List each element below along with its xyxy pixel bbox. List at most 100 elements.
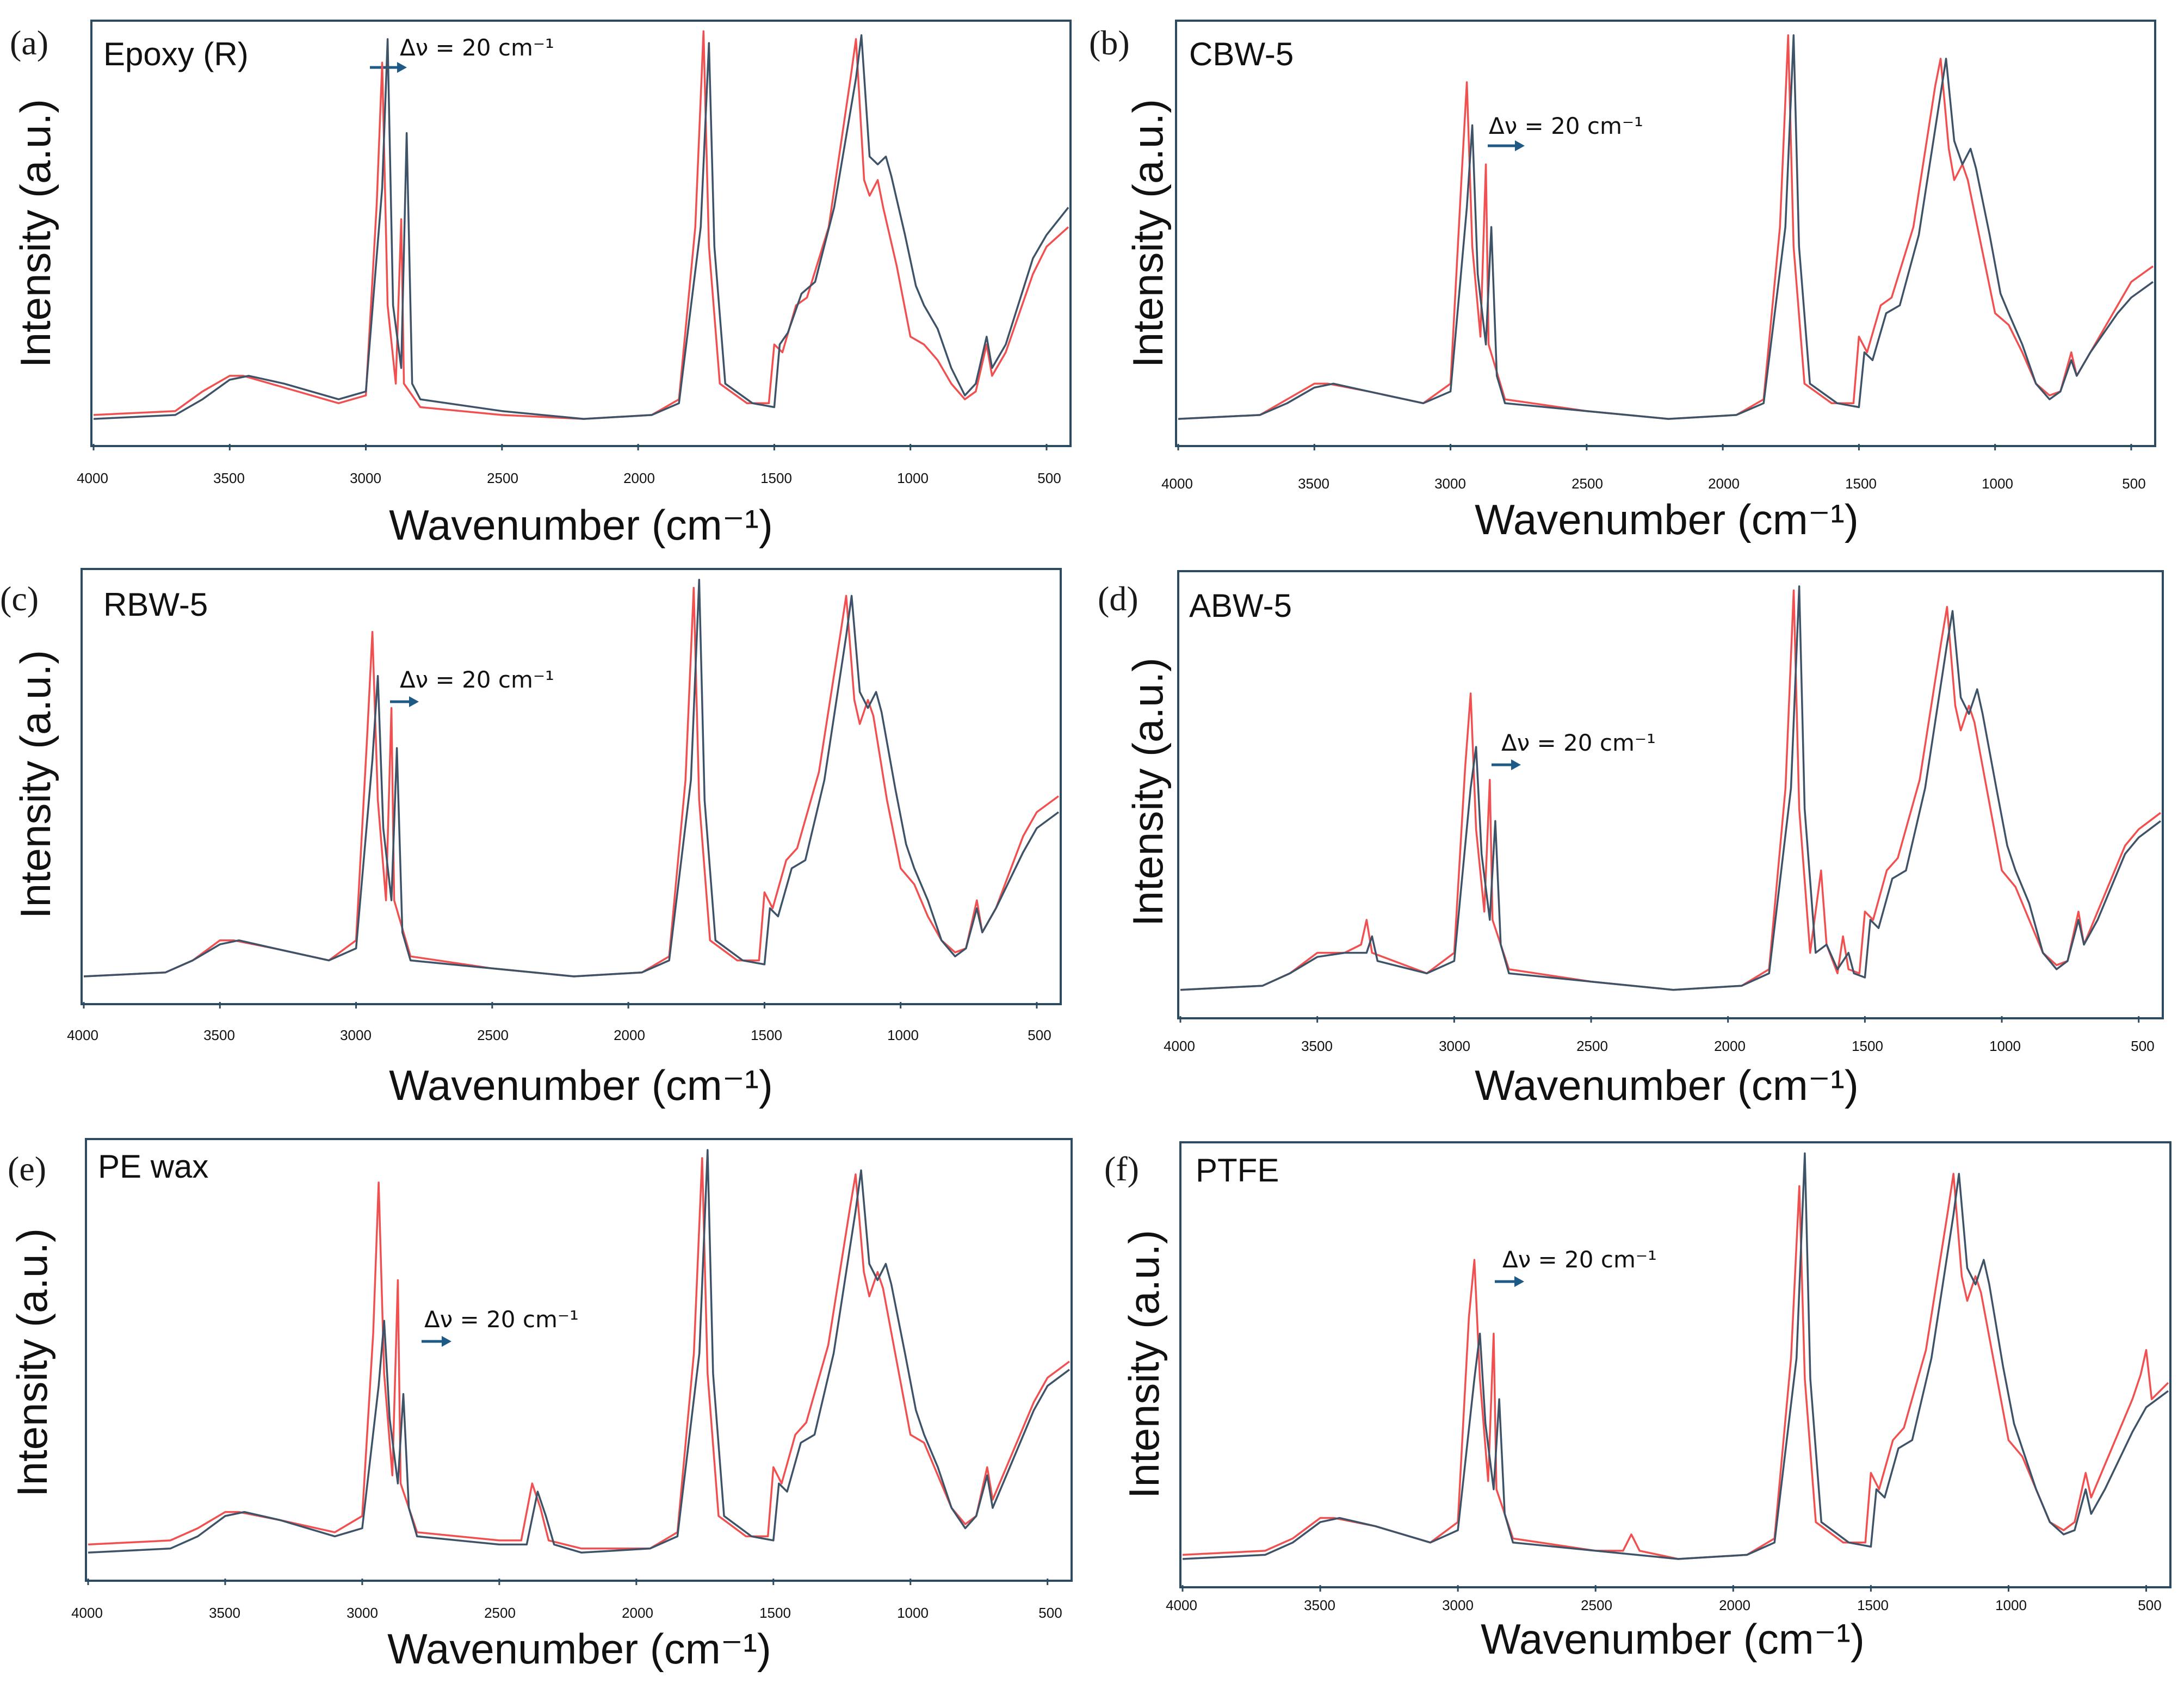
panel-a-tick-label: 2500 (487, 470, 518, 486)
panel-c-x-axis-label: Wavenumber (cm⁻¹) (389, 1061, 773, 1109)
panel-f-blue-spectrum-line (1182, 1152, 2169, 1560)
panel-c-shift-annotation: Δν = 20 cm⁻¹ (400, 666, 554, 693)
panel-e-red-spectrum-line (88, 1157, 1071, 1550)
panel-c-tick-label: 3000 (340, 1027, 372, 1043)
panel-e-tick-label: 2000 (622, 1605, 653, 1621)
panel-c-sample-title: RBW-5 (103, 586, 208, 623)
panel-a-shift-annotation: Δν = 20 cm⁻¹ (400, 34, 554, 61)
panel-c-tick-label: 4000 (67, 1027, 98, 1043)
panel-b-tick-label: 1000 (1982, 475, 2013, 492)
panel-c-plot-frame (81, 568, 1062, 1005)
panel-d-y-axis-label: Intensity (a.u.) (1124, 658, 1172, 926)
panel-f-plot-frame (1179, 1141, 2171, 1588)
panel-d-x-axis-ticks: 4000 3500 3000 2500 2000 1500 1000 500 (1164, 1038, 2155, 1054)
panel-a-red-spectrum-line (93, 30, 1069, 420)
panel-a-shift-arrow (370, 62, 407, 73)
panel-f-tick-label: 500 (2138, 1597, 2161, 1613)
panel-d-plot-frame (1177, 570, 2164, 1019)
panel-b-tick-label: 3500 (1298, 475, 1329, 492)
panel-b-plot-frame (1175, 20, 2156, 447)
panel-b-tick-label: 4000 (1161, 475, 1193, 492)
panel-b-sample-title: CBW-5 (1189, 36, 1294, 72)
panel-c-x-axis-ticks: 4000 3500 3000 2500 2000 1500 1000 500 (67, 1027, 1051, 1043)
panel-f-tick-label: 1500 (1857, 1597, 1889, 1613)
panel-c-tick-label: 3500 (203, 1027, 235, 1043)
panel-e-tick-label: 3000 (347, 1605, 378, 1621)
panel-d-tick-label: 1000 (1989, 1038, 2021, 1054)
panel-e-tick-label: 1000 (897, 1605, 929, 1621)
panel-e-plot-frame (85, 1138, 1073, 1582)
panel-d-tick-label: 500 (2131, 1038, 2154, 1054)
panel-c: (c) RBW-5 Δν = 20 cm⁻¹ Intensity (a.u.) … (0, 568, 1062, 1109)
panel-b-x-axis-label: Wavenumber (cm⁻¹) (1475, 496, 1859, 543)
panel-a-tick-label: 3500 (213, 470, 245, 486)
panel-e-tick-label: 500 (1038, 1605, 1062, 1621)
panel-d-x-axis-label: Wavenumber (cm⁻¹) (1475, 1061, 1859, 1109)
panel-c-tick-label: 2000 (614, 1027, 645, 1043)
panel-b-tick-label: 1500 (1845, 475, 1877, 492)
panel-a-y-axis-label: Intensity (a.u.) (11, 99, 59, 368)
panel-d-sample-title: ABW-5 (1189, 587, 1292, 624)
panel-a-tick-label: 4000 (77, 470, 108, 486)
panel-f-tick-label: 1000 (1995, 1597, 2027, 1613)
panel-d: (d) ABW-5 Δν = 20 cm⁻¹ Intensity (a.u.) … (1098, 570, 2164, 1109)
panel-f-tick-label: 3500 (1304, 1597, 1335, 1613)
panel-c-tick-label: 500 (1028, 1027, 1051, 1043)
panel-f: (f) PTFE Δν = 20 cm⁻¹ Intensity (a.u.) W… (1104, 1141, 2171, 1663)
panel-e-tick-label: 3500 (209, 1605, 240, 1621)
panel-e-label: (e) (8, 1149, 46, 1188)
panel-b-shift-annotation: Δν = 20 cm⁻¹ (1489, 113, 1643, 139)
panel-f-label: (f) (1104, 1149, 1139, 1188)
panel-a-x-axis-ticks: 4000 3500 3000 2500 2000 1500 1000 500 (77, 470, 1061, 486)
panel-a-tick-label: 2000 (623, 470, 655, 486)
panel-a-sample-title: Epoxy (R) (103, 36, 249, 72)
panel-d-label: (d) (1098, 579, 1139, 618)
panel-e-shift-annotation: Δν = 20 cm⁻¹ (424, 1306, 579, 1333)
panel-f-sample-title: PTFE (1196, 1152, 1279, 1189)
panel-e-x-axis-label: Wavenumber (cm⁻¹) (387, 1625, 771, 1673)
panel-f-shift-arrow (1495, 1276, 1524, 1287)
panel-b-shift-arrow (1488, 140, 1525, 151)
panel-f-red-spectrum-line (1182, 1173, 2169, 1560)
panel-f-x-axis-label: Wavenumber (cm⁻¹) (1481, 1615, 1865, 1663)
panel-c-y-axis-label: Intensity (a.u.) (11, 650, 59, 919)
panel-c-tick-label: 1500 (751, 1027, 782, 1043)
panel-c-label: (c) (0, 579, 39, 618)
panel-d-tick-label: 3500 (1301, 1038, 1333, 1054)
panel-a-label: (a) (10, 23, 48, 62)
panel-b-blue-spectrum-line (1178, 34, 2154, 420)
panel-a-tick-label: 1500 (760, 470, 792, 486)
panel-e: (e) PE wax Δν = 20 cm⁻¹ Intensity (a.u.)… (8, 1138, 1073, 1673)
panel-c-tick-label: 1000 (887, 1027, 919, 1043)
panel-c-tick-label: 2500 (477, 1027, 509, 1043)
panel-b-x-axis-ticks: 4000 3500 3000 2500 2000 1500 1000 500 (1161, 475, 2146, 492)
panel-f-tick-label: 4000 (1166, 1597, 1197, 1613)
panel-f-y-axis-label: Intensity (a.u.) (1120, 1230, 1168, 1499)
panel-f-tick-label: 2500 (1581, 1597, 1612, 1613)
panel-e-sample-title: PE wax (98, 1148, 208, 1185)
panel-d-tick-label: 2000 (1714, 1038, 1746, 1054)
panel-c-shift-arrow (390, 696, 419, 707)
panel-c-blue-spectrum-line (83, 579, 1060, 977)
panel-a-plot-frame (90, 20, 1072, 447)
panel-e-blue-spectrum-line (88, 1149, 1071, 1554)
panel-a-tick-label: 500 (1037, 470, 1061, 486)
panel-d-shift-annotation: Δν = 20 cm⁻¹ (1501, 729, 1656, 756)
panel-d-tick-label: 2500 (1576, 1038, 1608, 1054)
panel-d-blue-spectrum-line (1180, 585, 2162, 991)
panel-b: (b) CBW-5 Δν = 20 cm⁻¹ Intensity (a.u.) … (1089, 20, 2156, 543)
panel-b-y-axis-label: Intensity (a.u.) (1124, 99, 1172, 368)
panel-b-tick-label: 3000 (1434, 475, 1466, 492)
panel-e-shift-arrow (422, 1336, 451, 1347)
panel-f-tick-label: 3000 (1442, 1597, 1474, 1613)
panel-d-tick-label: 1500 (1852, 1038, 1883, 1054)
panel-a-x-axis-label: Wavenumber (cm⁻¹) (389, 501, 773, 549)
panel-a-blue-spectrum-line (93, 34, 1069, 420)
panel-e-tick-label: 4000 (71, 1605, 103, 1621)
panel-b-label: (b) (1089, 23, 1130, 62)
panel-b-tick-label: 2000 (1708, 475, 1740, 492)
panel-b-tick-label: 500 (2122, 475, 2145, 492)
panel-e-x-axis-ticks: 4000 3500 3000 2500 2000 1500 1000 500 (71, 1605, 1062, 1621)
panel-b-tick-label: 2500 (1572, 475, 1603, 492)
